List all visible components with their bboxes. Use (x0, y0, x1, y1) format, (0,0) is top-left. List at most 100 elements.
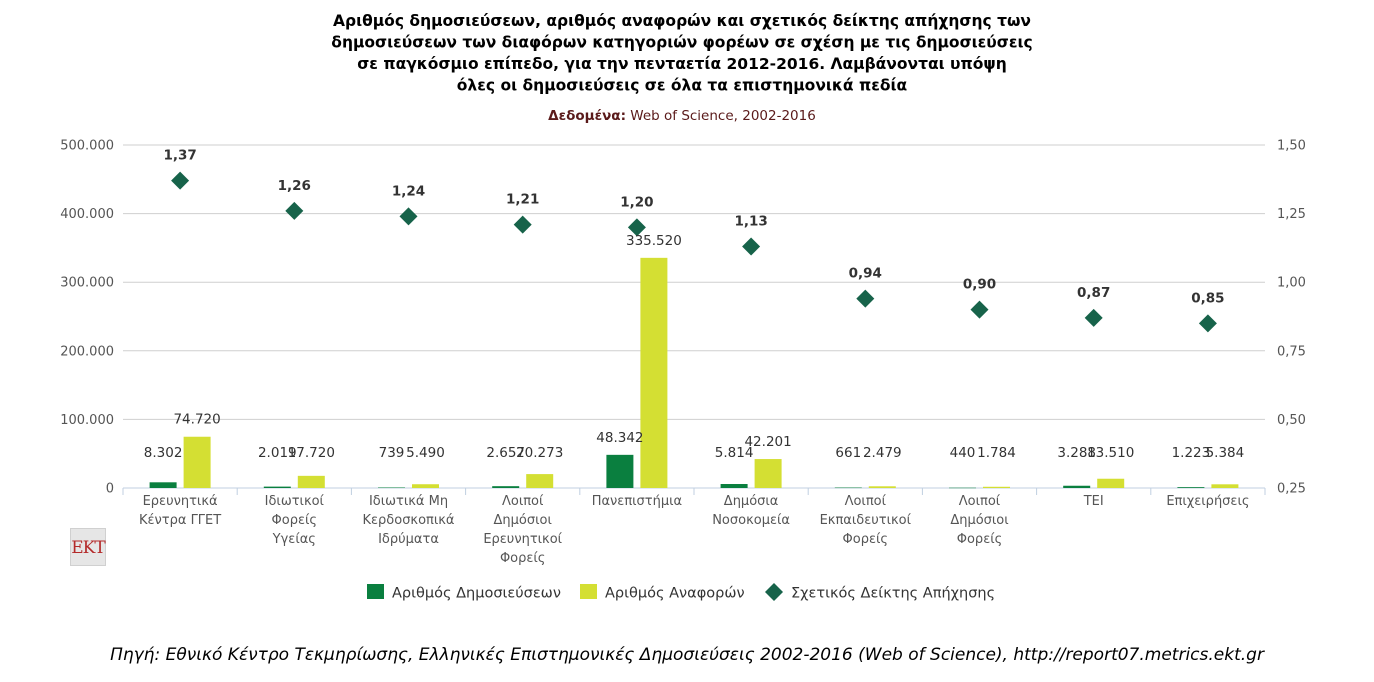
category-label: Ερευνητικά (143, 494, 218, 509)
label-publications: 661 (835, 445, 861, 461)
title-line-4: όλες οι δημοσιεύσεις σε όλα τα επιστημον… (457, 77, 907, 95)
title-line-3: σε παγκόσμιο επίπεδο, για την πενταετία … (357, 55, 1007, 73)
category-label: Νοσοκομεία (712, 513, 790, 528)
subtitle-value: Web of Science, 2002-2016 (626, 108, 816, 124)
label-publications: 3.288 (1057, 445, 1096, 461)
right-tick-label: 0,25 (1277, 482, 1306, 497)
category-label: Ερευνητικοί (483, 532, 562, 547)
legend: Αριθμός Δημοσιεύσεων Αριθμός Αναφορών Σχετ… (367, 583, 995, 602)
bar-citations (983, 486, 1010, 488)
label-citations: 335.520 (626, 233, 682, 249)
index-markers (171, 171, 1217, 333)
bar-publications (1177, 487, 1205, 488)
index-marker (970, 300, 989, 319)
bar-citations (868, 486, 896, 488)
title-line-1: Αριθμός δημοσιεύσεων, αριθμός αναφορών κ… (333, 12, 1031, 30)
label-index: 0,90 (963, 277, 996, 293)
right-tick-label: 1,00 (1277, 276, 1306, 291)
label-publications: 48.342 (596, 430, 643, 446)
bar-publications (720, 484, 748, 488)
bar-publications (606, 454, 634, 488)
bars (149, 257, 1239, 489)
label-index: 0,94 (849, 266, 882, 282)
label-publications: 8.302 (144, 445, 183, 461)
label-publications: 5.814 (715, 445, 754, 461)
ekt-logo: EKT (70, 528, 106, 566)
category-label: Φορείς (272, 513, 318, 528)
bar-publications (834, 487, 862, 489)
legend-swatch (765, 583, 783, 601)
label-citations: 20.273 (516, 445, 563, 461)
right-tick-label: 0,75 (1277, 344, 1306, 359)
combo-chart: Αριθμός δημοσιεύσεων, αριθμός αναφορών κ… (60, 12, 1306, 602)
bar-publications (492, 486, 520, 488)
index-marker (856, 289, 875, 308)
right-tick-label: 0,50 (1277, 413, 1306, 428)
bar-citations (297, 475, 325, 488)
right-axis: 0,25 0,50 0,75 1,00 1,25 1,50 (1277, 139, 1306, 497)
index-marker (171, 171, 190, 190)
chart-subtitle: Δεδομένα: Web of Science, 2002-2016 (548, 108, 816, 124)
bar-publications (378, 487, 405, 488)
category-label: Ιδιωτικοί (265, 494, 325, 509)
chart-title: Αριθμός δημοσιεύσεων, αριθμός αναφορών κ… (331, 12, 1032, 95)
label-index: 1,21 (506, 192, 539, 208)
category-label: Φορείς (957, 532, 1003, 547)
left-tick-label: 200.000 (60, 344, 114, 359)
legend-swatch (580, 584, 597, 599)
index-marker (399, 207, 418, 226)
category-label: Ιδιωτικά Μη (369, 494, 448, 509)
label-citations: 42.201 (744, 434, 791, 450)
label-index: 1,20 (620, 194, 653, 210)
index-marker (285, 201, 304, 220)
left-tick-label: 400.000 (60, 207, 114, 222)
label-publications: 739 (379, 445, 405, 461)
index-marker (513, 215, 532, 234)
bar-publications (149, 482, 177, 488)
bar-citations (1097, 478, 1125, 488)
label-citations: 2.479 (863, 445, 902, 461)
bar-publications (1063, 485, 1091, 488)
category-label: Ιδρύματα (378, 532, 439, 547)
label-citations: 74.720 (173, 412, 220, 428)
category-label: Λοιποί (959, 494, 1001, 509)
label-publications: 2.657 (486, 445, 525, 461)
category-label: Κέντρα ΓΓΕΤ (139, 513, 221, 528)
label-publications: 2.019 (258, 445, 297, 461)
label-index: 1,13 (734, 214, 767, 230)
label-citations: 5.384 (1206, 445, 1245, 461)
index-marker (627, 218, 646, 237)
label-citations: 1.784 (977, 445, 1016, 461)
left-tick-label: 500.000 (60, 139, 114, 154)
category-label: Κερδοσκοπικά (362, 513, 454, 528)
bar-citations (754, 459, 782, 488)
left-tick-label: 100.000 (60, 413, 114, 428)
legend-label: Σχετικός Δείκτης Απήχησης (791, 586, 995, 602)
category-label: Λοιποί (502, 494, 544, 509)
category-label: Πανεπιστήμια (592, 494, 682, 509)
label-citations: 13.510 (1087, 445, 1134, 461)
legend-label: Αριθμός Αναφορών (605, 586, 745, 602)
category-label: Δημόσιοι (494, 513, 552, 528)
left-tick-label: 0 (106, 482, 114, 497)
bar-citations (526, 474, 554, 488)
bar-citations (412, 484, 439, 488)
bar-citations (640, 257, 668, 488)
category-label: Φορείς (843, 532, 889, 547)
right-tick-label: 1,25 (1277, 207, 1306, 222)
legend-swatch (367, 584, 384, 599)
category-label: Δημόσιοι (950, 513, 1008, 528)
subtitle-label: Δεδομένα: (548, 108, 626, 124)
category-label: Λοιποί (845, 494, 887, 509)
category-label: ΤΕΙ (1083, 494, 1104, 509)
left-axis: 0 100.000 200.000 300.000 400.000 500.000 (60, 139, 114, 497)
source-note: Πηγή: Εθνικό Κέντρο Τεκμηρίωσης, Ελληνικ… (110, 645, 1264, 665)
category-label: Δημόσια (724, 494, 779, 509)
label-index: 1,24 (392, 183, 425, 199)
label-publications: 440 (950, 445, 976, 461)
category-label: Επιχειρήσεις (1166, 494, 1249, 509)
category-label: Υγείας (272, 532, 316, 547)
right-tick-label: 1,50 (1277, 139, 1306, 154)
left-tick-label: 300.000 (60, 276, 114, 291)
